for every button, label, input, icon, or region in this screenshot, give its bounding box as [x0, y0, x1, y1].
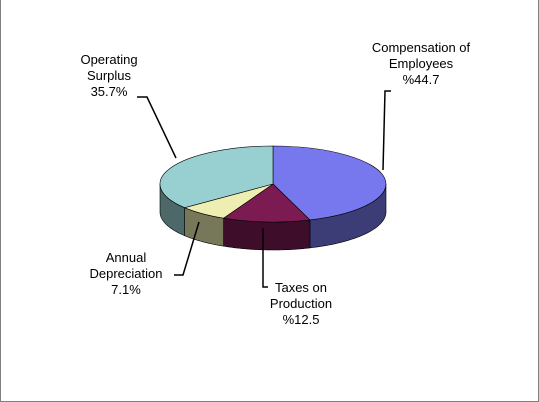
- slice: [222, 183, 311, 223]
- category-label: Annual Depreciation: [89, 250, 163, 281]
- value-label: 35.7%: [90, 84, 128, 99]
- slice: [159, 145, 274, 208]
- value-label: %12.5: [282, 312, 320, 327]
- slice-label: Annual Depreciation 7.1%: [79, 250, 173, 298]
- leader-line: [137, 96, 177, 159]
- slice-side: [223, 217, 311, 251]
- leader-line: [262, 228, 268, 288]
- slices: [159, 145, 387, 251]
- leader-lines: [137, 90, 391, 288]
- slice: [272, 145, 387, 221]
- leader-line: [174, 221, 200, 276]
- slice-label: Operating Surplus 35.7%: [73, 52, 145, 100]
- value-label: 7.1%: [111, 282, 141, 297]
- category-label: Operating Surplus: [80, 52, 138, 83]
- category-label: Compensation of Employees: [371, 40, 471, 71]
- slice-label: Taxes on Production %12.5: [263, 280, 339, 328]
- slice-label: Compensation of Employees %44.7: [369, 40, 473, 88]
- value-label: %44.7: [402, 72, 440, 87]
- leader-line: [382, 90, 391, 171]
- category-label: Taxes on Production: [269, 280, 333, 311]
